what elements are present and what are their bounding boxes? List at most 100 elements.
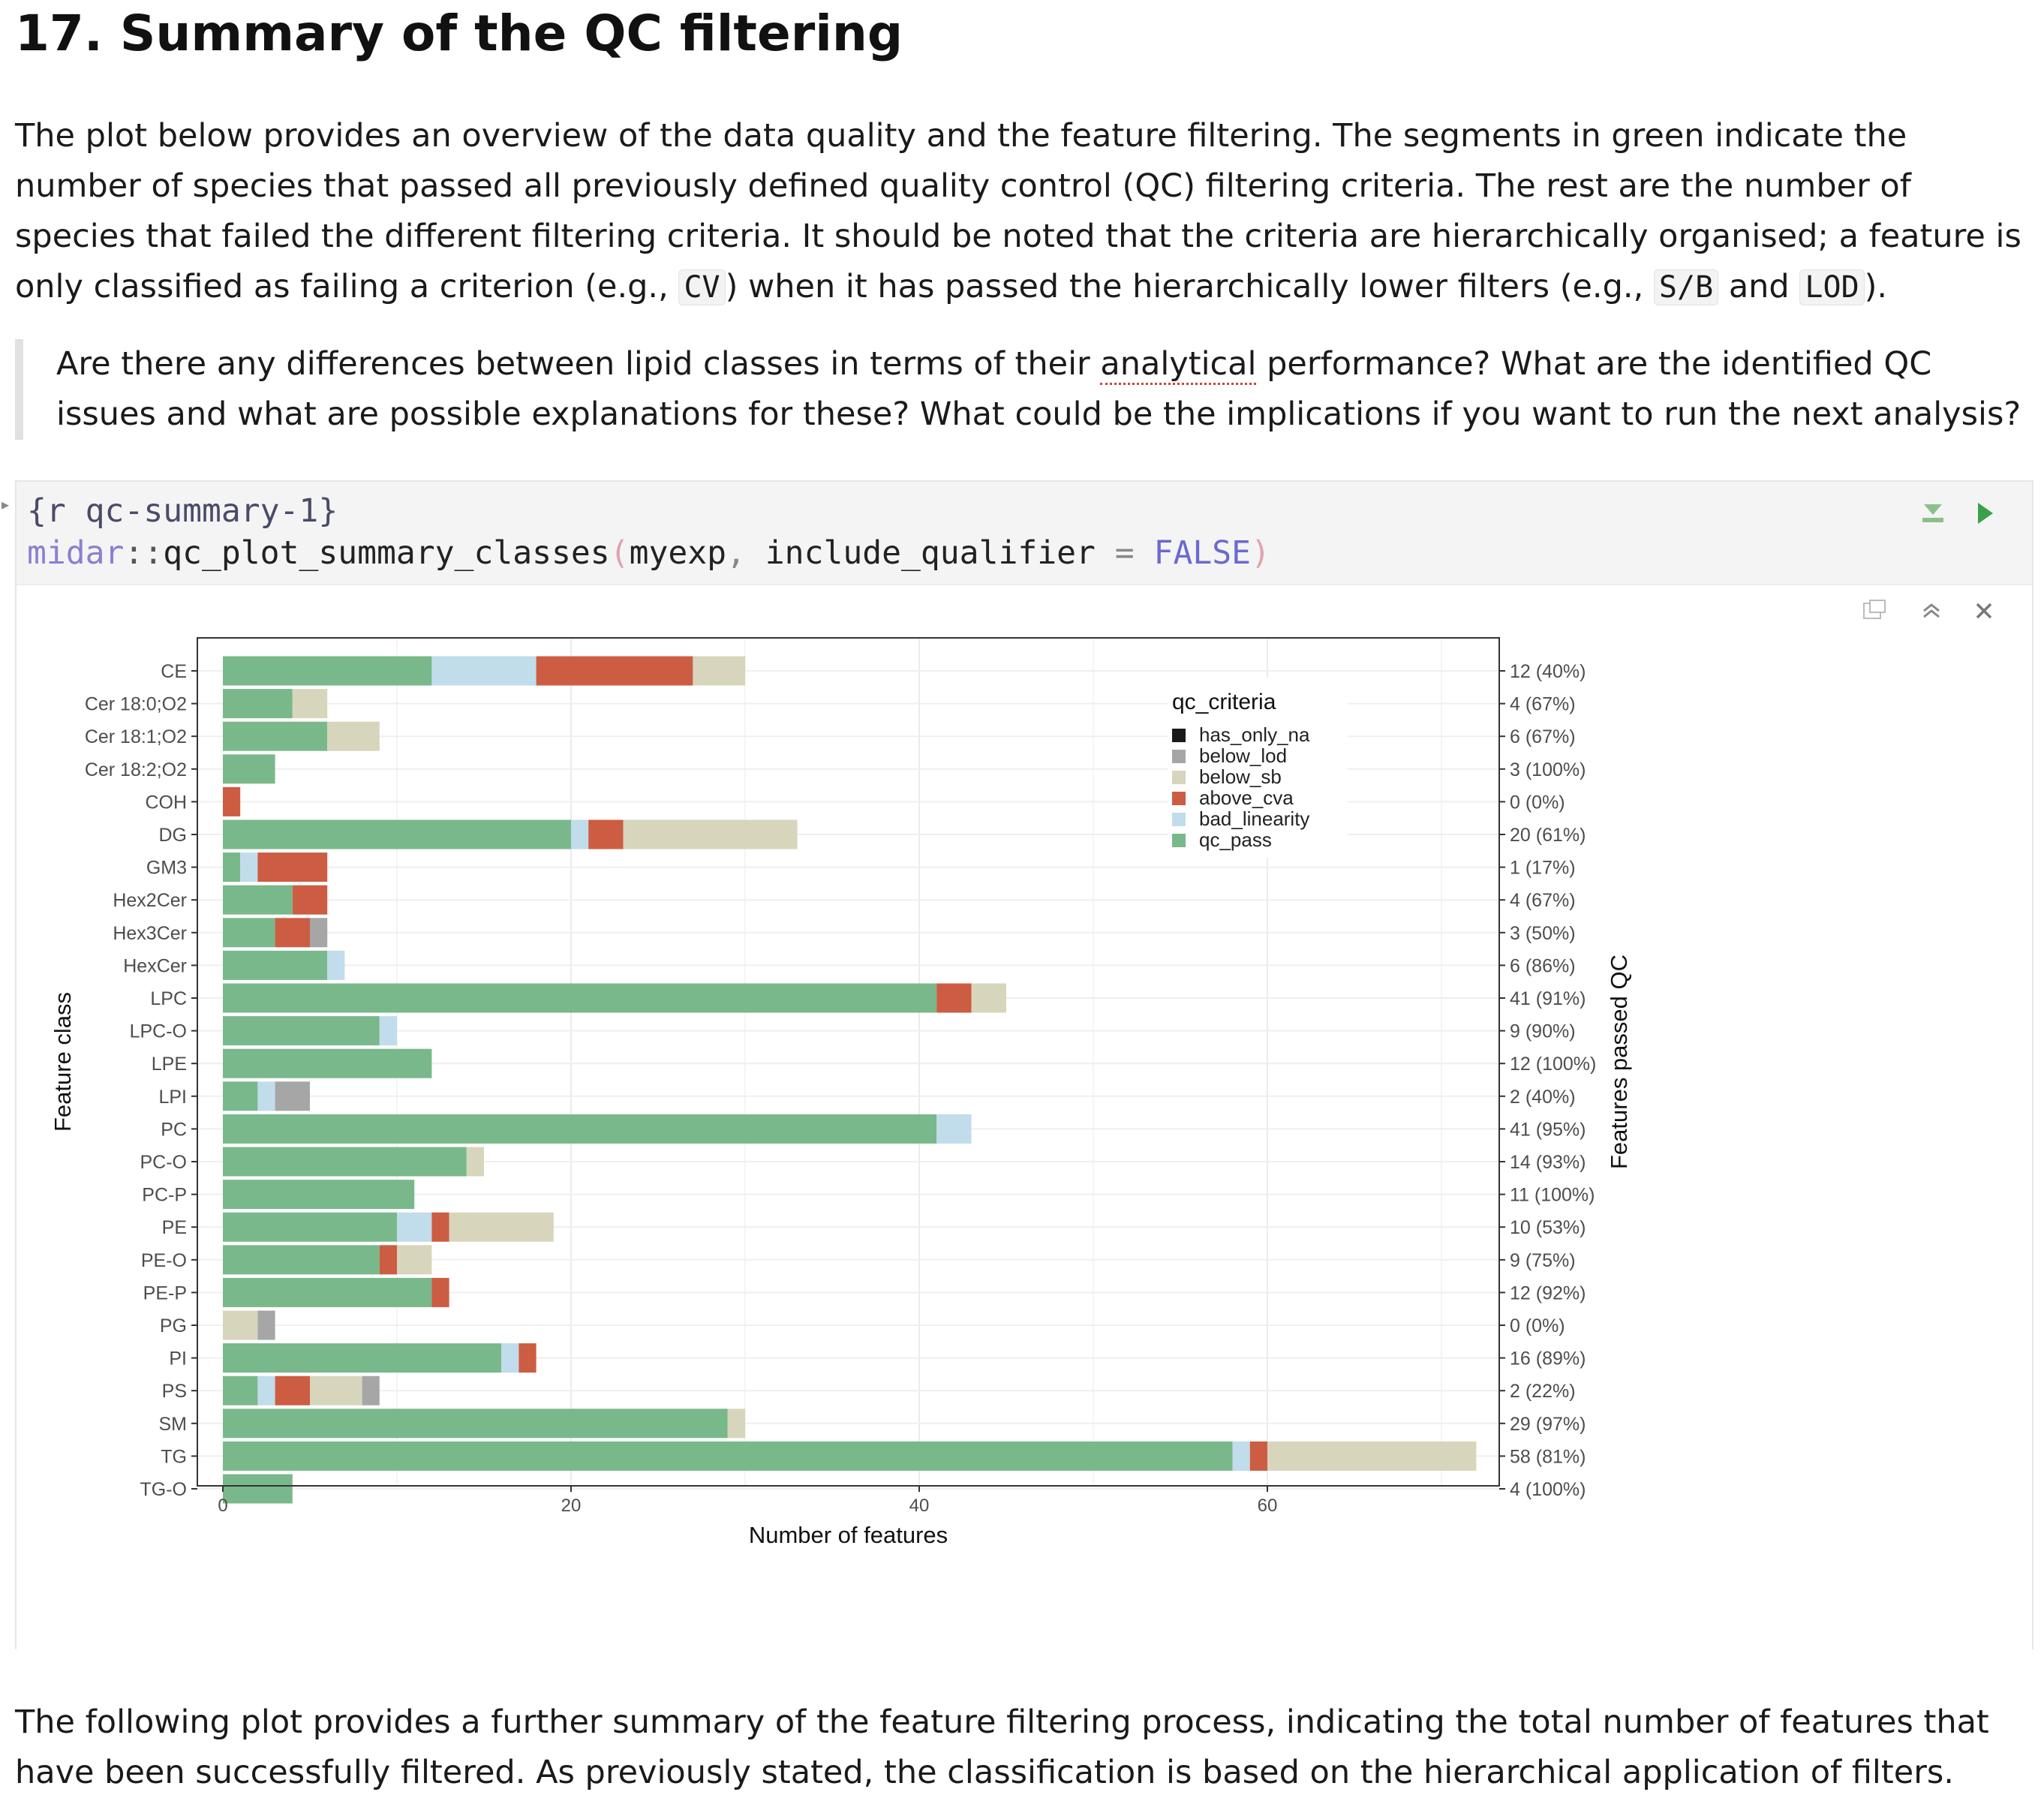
question-text-before: Are there any differences between lipid …: [56, 345, 1101, 383]
bar-qc_pass: [223, 1343, 502, 1373]
bar-above_cva: [588, 819, 624, 849]
y-tick-label: Cer 18:2;O2: [85, 759, 187, 780]
bar-above_cva: [536, 656, 693, 686]
y-tick-label: PC: [161, 1119, 187, 1140]
y2-tick-label: 3 (50%): [1510, 923, 1576, 944]
clear-output-icon[interactable]: [1970, 597, 1997, 624]
code-sep: ::: [124, 534, 164, 572]
y2-tick-label: 1 (17%): [1510, 858, 1576, 879]
y-tick-label: HexCer: [123, 955, 187, 976]
run-previous-chunks-icon[interactable]: [1918, 498, 1948, 528]
y2-tick-label: 0 (0%): [1510, 792, 1565, 813]
code-open-paren: (: [609, 534, 630, 572]
bar-below_sb: [466, 1147, 484, 1177]
bar-above_cva: [292, 885, 328, 915]
y-tick-label: TG: [161, 1446, 187, 1467]
question-text-after: performance? What are the identified QC …: [56, 345, 2021, 433]
y2-tick-label: 16 (89%): [1510, 1348, 1586, 1370]
bar-qc_pass: [223, 1016, 380, 1046]
y2-tick-label: 9 (90%): [1510, 1021, 1576, 1042]
bar-above_cva: [275, 1376, 310, 1406]
spellcheck-word: analytical: [1100, 345, 1257, 385]
y-tick-label: PS: [162, 1381, 187, 1402]
legend-swatch-below_sb: [1172, 771, 1186, 784]
legend-label-bad_linearity: bad_linearity: [1199, 807, 1309, 830]
intro-text-0: The plot below provides an overview of t…: [15, 117, 2021, 305]
legend-swatch-above_cva: [1172, 792, 1186, 805]
y2-tick-label: 41 (95%): [1510, 1119, 1586, 1140]
collapse-output-icon[interactable]: [1918, 597, 1945, 624]
bar-bad_linearity: [431, 656, 537, 686]
bar-bad_linearity: [379, 1016, 397, 1046]
legend-title: qc_criteria: [1172, 690, 1276, 714]
y2-tick-label: 6 (67%): [1510, 726, 1576, 747]
bar-qc_pass: [223, 1114, 937, 1144]
code-comma: ,: [726, 534, 765, 572]
bar-below_sb: [292, 689, 328, 719]
y-tick-label: PE: [162, 1217, 187, 1238]
y-tick-label: LPE: [152, 1054, 187, 1075]
plot-panel-border: [197, 637, 1500, 1487]
bar-above_cva: [379, 1245, 397, 1275]
bar-qc_pass: [223, 1081, 258, 1111]
x-tick-label: 0: [218, 1496, 227, 1516]
y-tick-label: Cer 18:0;O2: [85, 694, 187, 715]
y2-tick-label: 11 (100%): [1510, 1185, 1595, 1206]
legend-label-has_only_na: has_only_na: [1199, 723, 1310, 746]
bar-below_sb: [693, 656, 745, 686]
run-chunk-icon[interactable]: [1969, 498, 1999, 528]
x-tick-label: 40: [909, 1496, 930, 1516]
y-tick-label: PE-P: [143, 1282, 187, 1303]
bar-bad_linearity: [257, 1081, 275, 1111]
code-line-1[interactable]: midar::qc_plot_summary_classes(myexp, in…: [27, 534, 1270, 572]
y-tick-label: PI: [169, 1348, 187, 1370]
section-heading: 17. Summary of the QC filtering: [15, 5, 903, 62]
show-in-window-icon[interactable]: [1861, 597, 1888, 624]
y2-tick-label: 12 (100%): [1510, 1054, 1596, 1075]
legend-swatch-has_only_na: [1172, 729, 1186, 742]
bar-below_sb: [1267, 1441, 1477, 1471]
y-tick-label: PG: [160, 1315, 187, 1336]
inline-code-cv: CV: [678, 269, 726, 305]
bar-below_lod: [275, 1081, 310, 1111]
legend-swatch-bad_linearity: [1172, 813, 1186, 826]
bar-qc_pass: [223, 1474, 293, 1504]
y-tick-label: GM3: [146, 858, 187, 879]
code-argval: FALSE: [1153, 534, 1252, 572]
y-tick-label: LPC-O: [130, 1021, 187, 1042]
chunk-fold-marker[interactable]: ▸: [2, 495, 10, 513]
y2-tick-label: 2 (40%): [1510, 1087, 1576, 1108]
bar-below_sb: [223, 1310, 258, 1340]
question-blockquote: Are there any differences between lipid …: [15, 339, 2026, 440]
y-axis-title: Feature class: [50, 992, 76, 1132]
code-close-paren: ): [1251, 534, 1270, 572]
bar-bad_linearity: [1232, 1441, 1250, 1471]
inline-code-s-b: S/B: [1653, 269, 1719, 305]
bar-qc_pass: [223, 689, 293, 719]
y-tick-label: PE-O: [141, 1250, 187, 1271]
intro-text-4: and: [1718, 268, 1800, 305]
legend-background: [1168, 678, 1348, 858]
code-pkg: midar: [27, 534, 125, 572]
legend-label-below_sb: below_sb: [1199, 765, 1282, 788]
y-tick-label: CE: [161, 661, 187, 682]
inline-code-lod: LOD: [1799, 269, 1865, 305]
y-tick-label: SM: [159, 1414, 188, 1435]
bar-below_lod: [310, 918, 328, 948]
bar-qc_pass: [223, 656, 432, 686]
y2-tick-label: 4 (67%): [1510, 694, 1576, 715]
chunk-header: {r qc-summary-1}: [27, 492, 338, 530]
bar-below_sb: [397, 1245, 432, 1275]
bar-above_cva: [1249, 1441, 1267, 1471]
bar-qc_pass: [223, 852, 241, 882]
bar-below_sb: [727, 1409, 745, 1439]
chunk-output: CE 12 (40%) Cer 18:0;O2 4 (67%) Cer 18:1;O2 6…: [17, 584, 2032, 1649]
y-tick-label: Cer 18:1;O2: [85, 726, 187, 747]
bar-qc_pass: [223, 1212, 397, 1242]
y2-tick-label: 12 (92%): [1510, 1282, 1586, 1303]
bar-qc_pass: [223, 1277, 432, 1307]
bar-above_cva: [936, 983, 972, 1013]
legend-label-above_cva: above_cva: [1199, 786, 1294, 809]
y-tick-label: PC-P: [142, 1185, 187, 1206]
intro-text-6: ).: [1864, 268, 1888, 305]
